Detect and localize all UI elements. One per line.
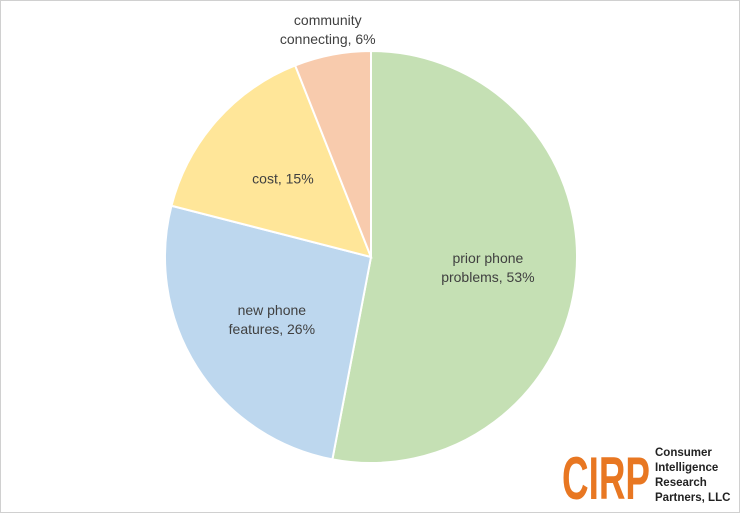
logo-line: Partners, LLC	[655, 492, 730, 504]
pie-slice	[331, 49, 578, 464]
data-label: new phone features, 26%	[228, 301, 316, 337]
pie-slice	[293, 49, 372, 258]
logo-line: Intelligence	[655, 462, 718, 474]
logo-line: Consumer	[655, 447, 712, 459]
pie-slice	[164, 204, 373, 461]
pie-slice	[170, 64, 373, 259]
data-label: cost, 15%	[252, 170, 314, 187]
data-label: community connecting, 6%	[279, 12, 376, 48]
logo-mark: CIRP	[562, 445, 650, 512]
data-label: prior phone problems, 53%	[441, 250, 535, 286]
logo-line: Research	[655, 477, 707, 489]
